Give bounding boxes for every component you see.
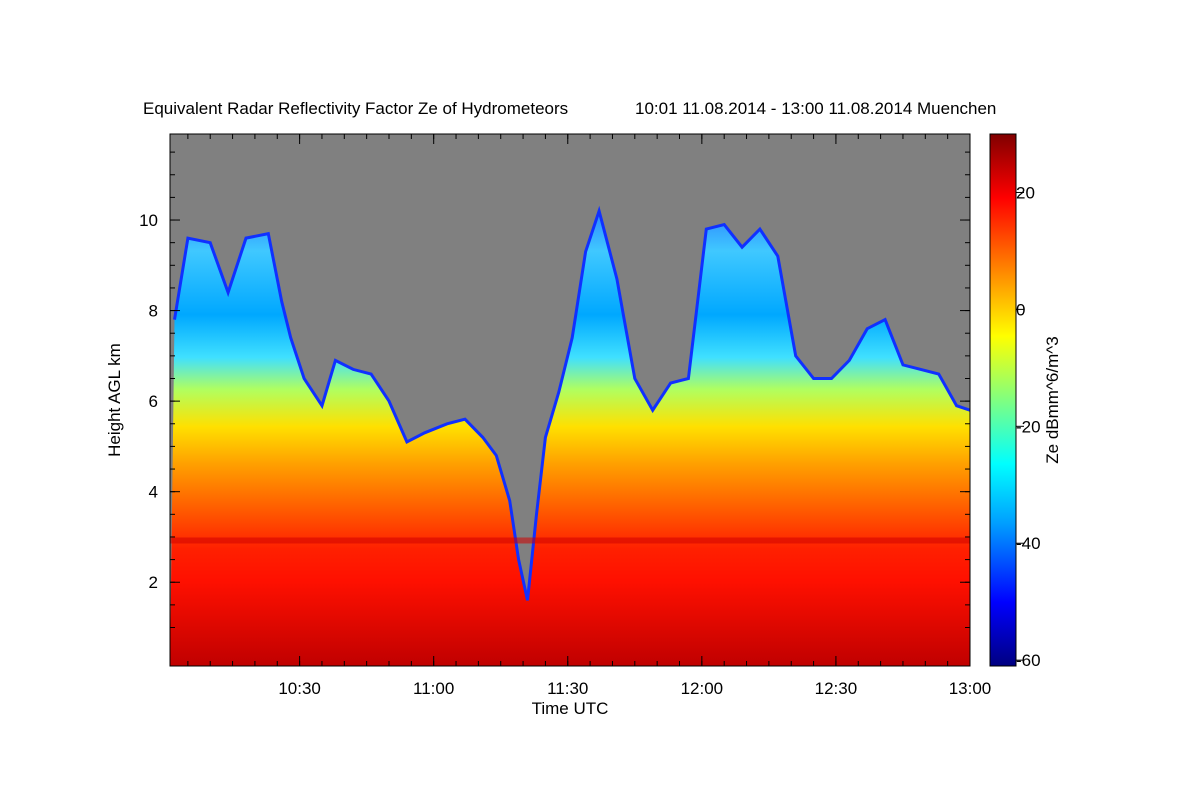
echo-region <box>170 211 970 666</box>
x-tick-label: 13:00 <box>949 679 992 698</box>
colorbar-label: Ze dBmm^6/m^3 <box>1043 336 1062 463</box>
echo-layer <box>170 205 970 666</box>
colorbar-tick-label: 20 <box>1016 183 1035 202</box>
colorbar <box>989 133 1017 667</box>
y-tick-label: 8 <box>149 302 158 321</box>
x-tick-label: 11:30 <box>547 679 588 698</box>
y-tick-label: 10 <box>139 211 158 230</box>
y-tick-label: 2 <box>149 573 158 592</box>
x-tick-label: 10:30 <box>278 679 321 698</box>
colorbar-tick-label: -20 <box>1016 417 1041 436</box>
melting-layer-band <box>170 537 970 544</box>
x-tick-label: 12:00 <box>681 679 724 698</box>
x-tick-label: 11:00 <box>413 679 454 698</box>
plot-frame <box>169 133 971 667</box>
x-axis-label: Time UTC <box>532 699 609 718</box>
y-axis: 2 4 6 8 10 <box>139 151 970 629</box>
y-axis-label: Height AGL km <box>105 343 124 457</box>
y-tick-label: 4 <box>149 483 158 502</box>
colorbar-tick-label: -60 <box>1016 651 1041 670</box>
chart-title: Equivalent Radar Reflectivity Factor Ze … <box>143 99 568 118</box>
y-tick-label: 6 <box>149 392 158 411</box>
echo-top-fringe <box>173 205 970 601</box>
colorbar-tick-label: -40 <box>1016 534 1041 553</box>
colorbar-tick-label: 0 <box>1016 300 1025 319</box>
colorbar-axis: 20 0 -20 -40 -60 <box>1016 183 1041 670</box>
x-tick-label: 12:30 <box>815 679 858 698</box>
x-axis: 10:30 11:00 11:30 12:00 12:30 13:00 <box>187 134 992 698</box>
chart-subtitle: 10:01 11.08.2014 - 13:00 11.08.2014 Muen… <box>635 99 996 118</box>
